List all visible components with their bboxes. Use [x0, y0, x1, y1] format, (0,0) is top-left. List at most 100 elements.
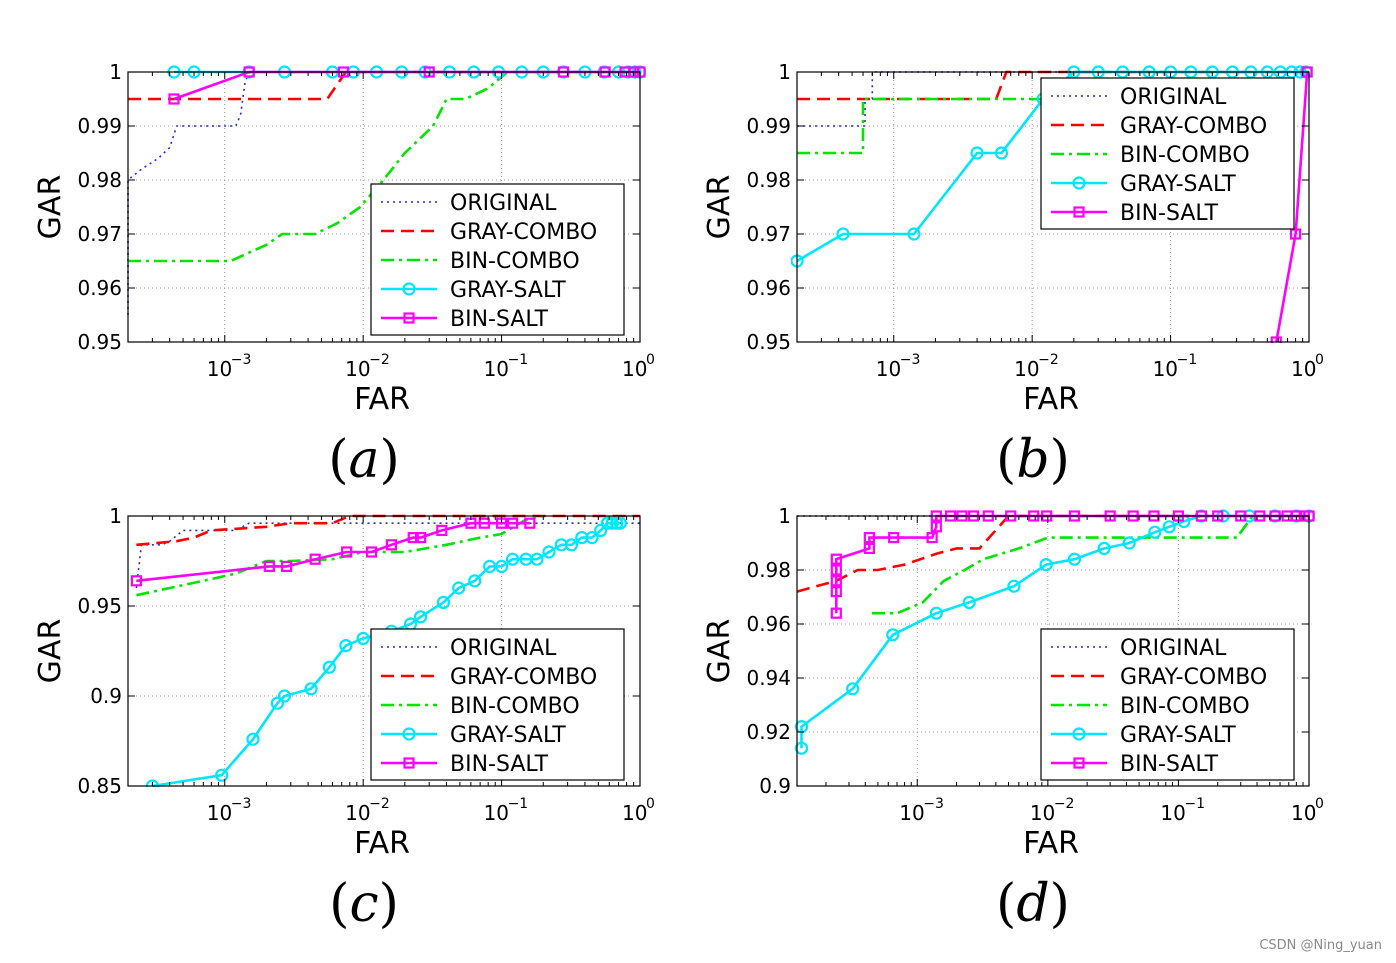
x-axis-label: FAR: [354, 826, 410, 861]
x-tick-exponent: −3: [923, 796, 944, 812]
y-tick-label: 0.96: [77, 276, 122, 300]
marker-gray-salt: [339, 638, 353, 653]
marker-bin-salt: [863, 542, 875, 555]
y-axis-label: GAR: [702, 175, 737, 240]
series-line-bin-combo: [872, 514, 1309, 615]
y-tick-label: 0.95: [77, 330, 122, 354]
marker-bin-salt: [130, 575, 143, 587]
marker-gray-salt: [564, 538, 579, 552]
legend-box: [1040, 77, 1295, 230]
y-axis-label: GAR: [33, 175, 68, 240]
legend-label-bin-salt: BIN-SALT: [450, 307, 549, 332]
plot-frame: [796, 71, 1310, 343]
plot-frame: [796, 515, 1310, 787]
legend-marker-bin-salt: [1073, 757, 1085, 769]
panel-caption: (b): [996, 430, 1070, 490]
y-tick-label: 0.98: [746, 558, 791, 582]
marker-bin-salt: [888, 531, 900, 544]
y-tick-label: 0.9: [759, 774, 791, 798]
marker-bin-salt: [524, 517, 536, 529]
y-tick-label: 1: [109, 60, 122, 84]
x-tick-label: 10: [1014, 357, 1039, 381]
x-tick-exponent: −2: [1054, 796, 1075, 812]
marker-bin-salt: [830, 575, 842, 587]
marker-gray-salt: [886, 628, 900, 642]
legend-label-bin-salt: BIN-SALT: [450, 752, 549, 777]
marker-bin-salt: [830, 564, 842, 576]
y-tick-label: 0.9: [90, 684, 122, 708]
marker-gray-salt: [356, 631, 370, 646]
x-tick-label: 10: [876, 357, 901, 381]
marker-bin-salt: [309, 553, 321, 565]
legend-label-original: ORIGINAL: [450, 191, 557, 216]
series-line-gray-combo: [136, 514, 640, 547]
marker-gray-salt: [1039, 557, 1053, 572]
legend-label-gray-combo: GRAY-COMBO: [450, 220, 597, 245]
legend-label-gray-combo: GRAY-COMBO: [450, 665, 597, 690]
marker-gray-salt: [246, 732, 260, 746]
marker-gray-salt: [1097, 541, 1111, 556]
marker-gray-salt: [215, 768, 229, 782]
legend-label-bin-combo: BIN-COMBO: [1120, 694, 1250, 719]
marker-bin-salt: [436, 524, 448, 537]
x-tick-label: 10: [207, 357, 232, 381]
marker-bin-salt: [830, 585, 842, 598]
x-tick-exponent: −3: [231, 796, 252, 812]
legend-marker-gray-salt: [1072, 727, 1086, 741]
legend-label-gray-salt: GRAY-SALT: [450, 723, 566, 748]
legend-label-bin-combo: BIN-COMBO: [450, 249, 580, 274]
y-tick-label: 0.92: [746, 720, 791, 744]
marker-bin-salt: [478, 517, 490, 529]
x-tick-exponent: −2: [1038, 352, 1059, 368]
legend-label-bin-combo: BIN-COMBO: [450, 694, 580, 719]
marker-gray-salt: [270, 696, 284, 710]
marker-gray-salt: [585, 530, 599, 545]
legend-label-original: ORIGINAL: [1120, 636, 1227, 661]
marker-gray-salt: [452, 581, 466, 595]
legend-label-bin-salt: BIN-SALT: [1120, 201, 1219, 226]
marker-gray-salt: [1162, 520, 1176, 534]
legend-marker-bin-salt: [403, 312, 415, 324]
legend-label-original: ORIGINAL: [1120, 85, 1227, 110]
marker-bin-salt: [830, 553, 842, 565]
y-axis-label: GAR: [33, 619, 68, 684]
panel-caption: (d): [996, 874, 1070, 934]
legend-label-original: ORIGINAL: [450, 636, 557, 661]
marker-bin-salt: [407, 531, 419, 544]
marker-gray-salt: [907, 227, 921, 241]
legend-label-bin-combo: BIN-COMBO: [1120, 143, 1250, 168]
marker-bin-salt: [415, 531, 427, 544]
x-tick-exponent: −2: [369, 796, 390, 812]
legend-marker-gray-salt: [402, 727, 416, 741]
marker-gray-salt: [794, 741, 809, 755]
marker-gray-salt: [970, 146, 984, 160]
x-tick-exponent: 0: [646, 796, 655, 812]
watermark: CSDN @Ning_yuan: [1259, 938, 1382, 953]
x-tick-label: 10: [207, 801, 232, 825]
series-line-bin-combo: [797, 70, 1309, 155]
chart-panel-d: 10−3 10−2 10−1 1000.90.920.940.960.981FARGA…: [702, 504, 1324, 934]
y-tick-label: 0.98: [746, 168, 791, 192]
series-line-gray-combo: [796, 514, 1309, 593]
legend-marker-gray-salt: [1072, 176, 1086, 190]
x-tick-label: 10: [1291, 801, 1316, 825]
x-tick-exponent: 0: [646, 352, 655, 368]
chart-panel-b: 10−3 10−2 10−1 1000.950.960.970.980.991FARG…: [702, 60, 1324, 490]
marker-gray-salt: [277, 689, 292, 703]
marker-gray-salt: [613, 516, 627, 530]
x-tick-label: 10: [899, 801, 924, 825]
marker-bin-salt: [506, 517, 519, 529]
marker-bin-salt: [926, 531, 938, 544]
series-line-bin-combo: [128, 70, 640, 263]
marker-gray-salt: [929, 606, 943, 620]
marker-gray-salt: [505, 552, 520, 566]
marker-gray-salt: [594, 523, 608, 538]
x-tick-exponent: −1: [508, 352, 529, 368]
legend-marker-bin-salt: [403, 757, 415, 769]
marker-gray-salt: [494, 559, 509, 574]
x-tick-exponent: −3: [900, 352, 921, 368]
y-tick-label: 0.99: [746, 114, 791, 138]
x-axis-label: FAR: [1023, 826, 1079, 861]
series-line-bin-salt: [136, 521, 530, 583]
marker-bin-salt: [1289, 228, 1302, 240]
